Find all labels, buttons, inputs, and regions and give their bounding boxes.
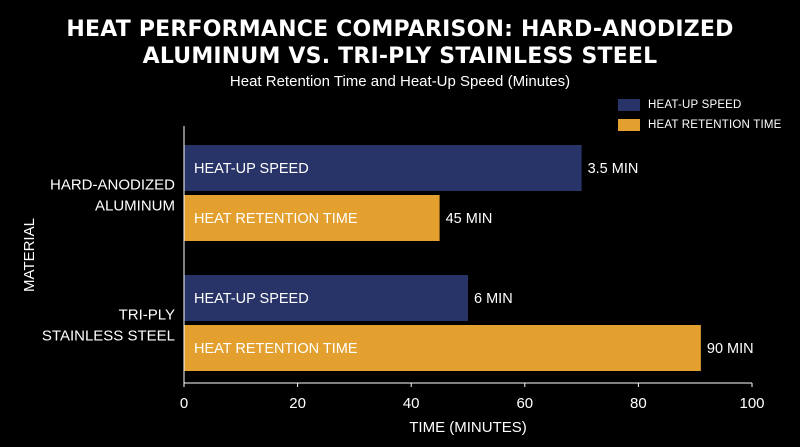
value-label-heat-retention-0: 45 MIN — [446, 211, 493, 227]
category-label-0-line-0: HARD-ANODIZED — [50, 177, 175, 194]
chart-title: HEAT PERFORMANCE COMPARISON: HARD-ANODIZ… — [0, 16, 800, 70]
x-tick-label-80: 80 — [630, 395, 647, 412]
legend-label-heat-retention: HEAT RETENTION TIME — [648, 119, 782, 131]
x-tick-label-100: 100 — [739, 395, 764, 412]
x-axis-label: TIME (MINUTES) — [409, 419, 527, 436]
legend-swatch-heat-up — [618, 99, 640, 111]
bar-label-heat-up-1: HEAT-UP SPEED — [194, 291, 309, 307]
x-tick-label-0: 0 — [180, 395, 188, 412]
value-label-heat-up-1: 6 MIN — [474, 291, 513, 307]
legend-item-heat-up: HEAT-UP SPEED — [618, 96, 782, 114]
chart-subtitle: Heat Retention Time and Heat-Up Speed (M… — [229, 73, 571, 90]
value-label-heat-up-0: 3.5 MIN — [588, 161, 639, 177]
legend-swatch-heat-retention — [618, 119, 640, 131]
chart-title-line-1: HEAT PERFORMANCE COMPARISON: HARD-ANODIZ… — [66, 17, 734, 42]
bar-heat-up-0 — [184, 145, 582, 191]
bar-label-heat-retention-1: HEAT RETENTION TIME — [194, 341, 358, 357]
chart-legend: HEAT-UP SPEED HEAT RETENTION TIME — [618, 96, 782, 136]
category-label-0-line-1: ALUMINUM — [95, 198, 175, 215]
bar-heat-retention-0 — [184, 195, 440, 241]
bar-heat-up-1 — [184, 275, 468, 321]
legend-label-heat-up: HEAT-UP SPEED — [648, 99, 742, 111]
category-label-1-line-1: STAINLESS STEEL — [42, 328, 175, 345]
bar-label-heat-up-0: HEAT-UP SPEED — [194, 161, 309, 177]
bar-heat-retention-1 — [184, 325, 701, 371]
x-tick-label-60: 60 — [516, 395, 533, 412]
x-tick-label-40: 40 — [403, 395, 420, 412]
value-label-heat-retention-1: 90 MIN — [707, 341, 754, 357]
legend-item-heat-retention: HEAT RETENTION TIME — [618, 116, 782, 134]
category-label-1-line-0: TRI-PLY — [119, 307, 175, 324]
y-axis-label: MATERIAL — [21, 218, 38, 292]
x-tick-label-20: 20 — [289, 395, 306, 412]
chart-title-line-2: ALUMINUM VS. TRI-PLY STAINLESS STEEL — [142, 44, 658, 69]
bar-label-heat-retention-0: HEAT RETENTION TIME — [194, 211, 358, 227]
